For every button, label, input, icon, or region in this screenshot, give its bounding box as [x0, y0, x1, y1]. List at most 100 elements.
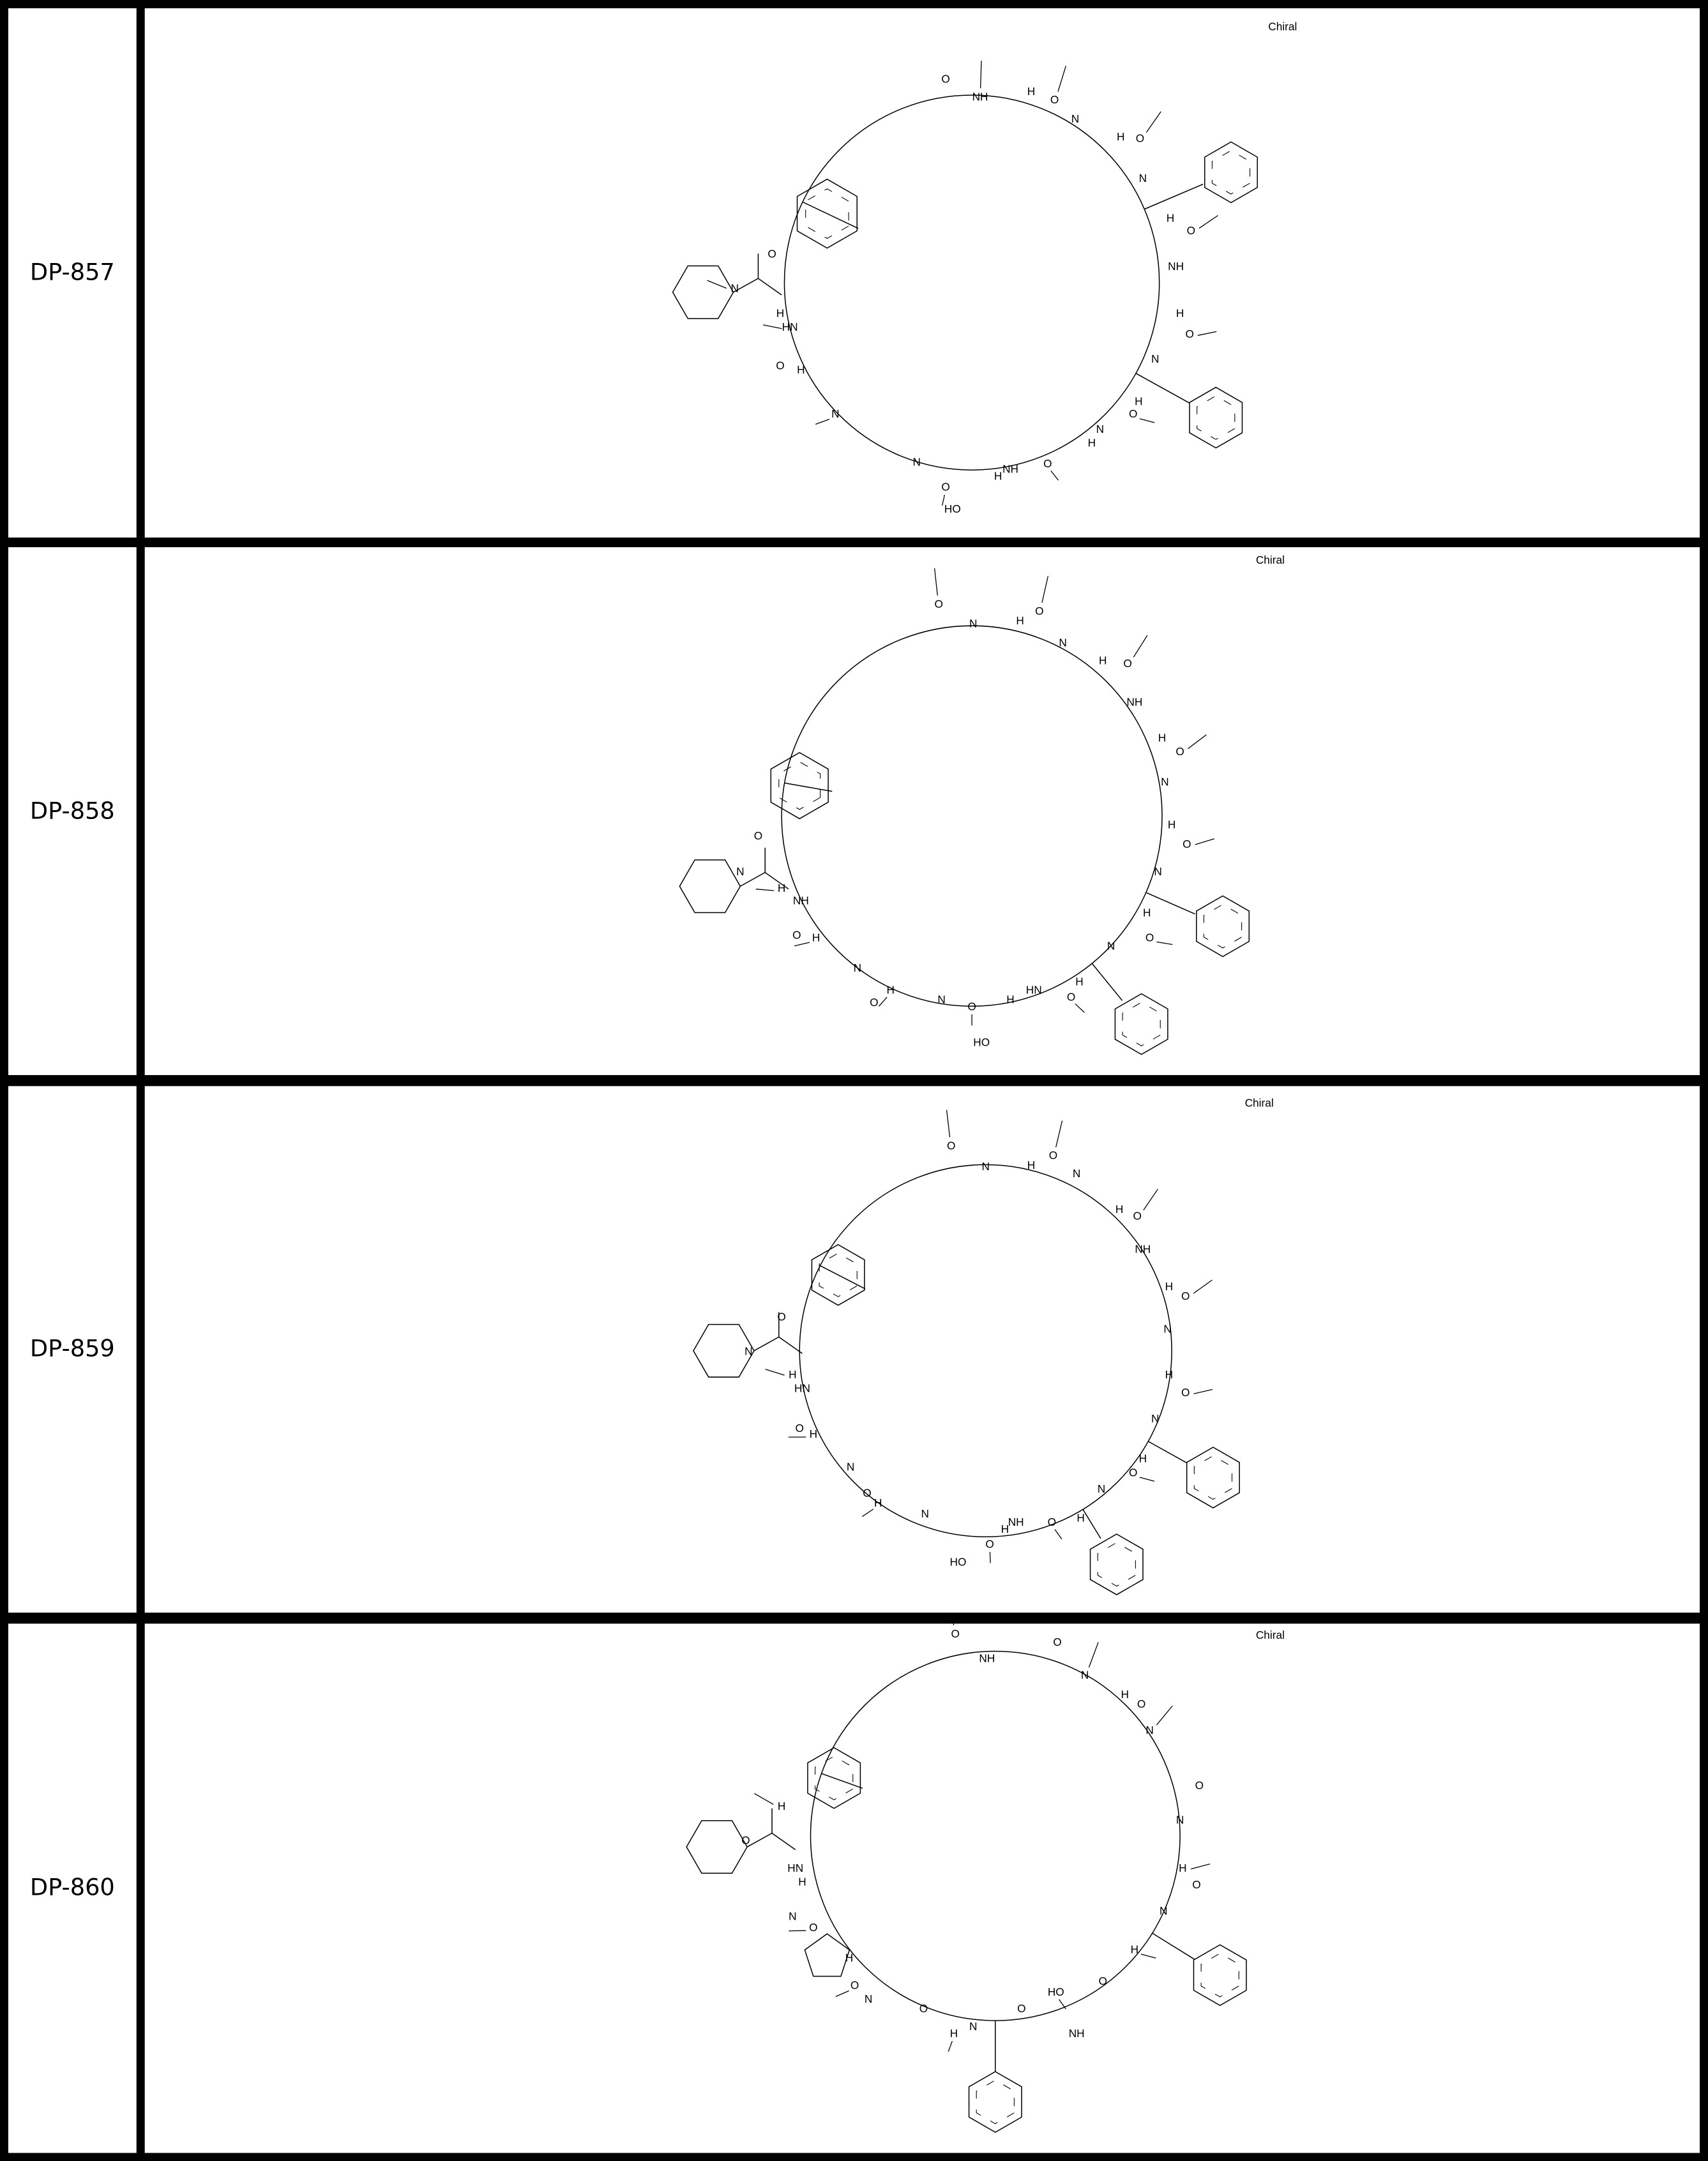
atom-label: N: [789, 1909, 796, 1922]
atom-label: O: [1053, 1636, 1061, 1648]
atom-label: H: [1179, 1862, 1186, 1874]
atom-label: O: [1137, 1698, 1145, 1710]
atom-label: H: [1006, 993, 1014, 1006]
atom-label: O: [1136, 132, 1144, 144]
atom-label: N: [1151, 1412, 1159, 1425]
atom-label: O: [741, 1834, 750, 1847]
bond: [822, 1773, 863, 1788]
structure-cell: NHOHONHONHONHHONHONHONHHONHONOHHNHONChir…: [145, 8, 1700, 538]
compound-id-cell: DP-858: [8, 547, 137, 1075]
atom-label: O: [1192, 1878, 1200, 1891]
atom-label: N: [854, 961, 861, 974]
aromatic-bonds: [1194, 1456, 1232, 1499]
aromatic-bonds: [1201, 1954, 1239, 1997]
side-chain-bond: [1193, 1280, 1212, 1293]
side-chain-bond: [1144, 1189, 1158, 1210]
atom-label: H: [810, 1427, 817, 1440]
molecule-structure-dp-857: NHOHONHONHONHHONHONHONHHONHONOHHNHONChir…: [145, 8, 1700, 538]
side-chain-bond: [1191, 1864, 1210, 1869]
atom-label: O: [1181, 1290, 1190, 1302]
side-chain-bond: [763, 325, 782, 329]
atom-label: H: [1176, 307, 1184, 320]
aromatic-bonds: [1204, 905, 1241, 948]
atom-label: HN: [782, 320, 798, 333]
atom-label: N: [1154, 865, 1161, 878]
amide-bond: [747, 1833, 796, 1849]
bond: [1148, 1442, 1186, 1463]
atom-label: HO: [950, 1556, 967, 1569]
atom-label: O: [1183, 838, 1191, 850]
atom-label: H: [1165, 1280, 1173, 1293]
atom-label: N: [1096, 423, 1104, 435]
atom-label: HO: [944, 502, 961, 515]
bond: [1144, 184, 1203, 209]
structure-cell: ONHONHONONHONHONHHOONHONOHNOHHNHOChiral: [145, 1623, 1700, 2153]
atom-label: HN: [1026, 984, 1042, 997]
atom-label: O: [1129, 407, 1137, 420]
atom-label: NH: [972, 91, 988, 103]
side-chain-bond: [794, 942, 810, 946]
atom-label: O: [941, 73, 949, 86]
atom-label: O: [863, 1487, 871, 1500]
atom-label: H: [1165, 1368, 1173, 1381]
atom-label: H: [778, 1800, 785, 1812]
compound-id: DP-860: [30, 1874, 115, 1902]
atom-label: O: [1181, 1386, 1190, 1399]
atom-label: N: [1071, 112, 1079, 125]
macrocycle-backbone: [782, 626, 1162, 1006]
side-chain-bond: [1188, 735, 1206, 749]
atom-label: O: [754, 829, 762, 842]
atom-label: O: [951, 1627, 959, 1640]
benzene-ring: [1187, 1447, 1239, 1508]
atom-label: HO: [1048, 1985, 1064, 1998]
compound-id: DP-857: [30, 259, 115, 287]
atom-label: H: [1077, 1512, 1084, 1525]
atom-label: N: [1151, 352, 1159, 365]
atom-label: O: [1175, 745, 1184, 758]
compound-table: DP-857 NHOHONHONHONHHONHONHONHHONHONOHHN…: [0, 0, 1708, 2161]
atom-label: H: [797, 363, 805, 376]
atom-label: HN: [794, 1382, 810, 1395]
side-chain-bond: [1058, 66, 1066, 92]
macrocycle-backbone: [799, 1164, 1172, 1537]
atom-label: N: [913, 456, 921, 469]
side-chain-bond: [707, 280, 727, 288]
side-chain-bond: [754, 1793, 773, 1804]
side-chain-bond: [862, 1509, 873, 1517]
compound-id: DP-858: [30, 797, 115, 825]
side-chain-bond: [1156, 942, 1172, 944]
atom-label: H: [798, 1876, 806, 1888]
atom-label: NH: [979, 1652, 995, 1665]
atom-label: H: [1027, 85, 1035, 98]
atom-label: NH: [1008, 1516, 1024, 1528]
side-chain-bond: [947, 1110, 950, 1138]
atom-label: O: [1049, 1149, 1057, 1162]
benzene-ring: [1205, 142, 1257, 202]
atom-label: H: [778, 882, 785, 894]
atom-label: O: [1043, 457, 1052, 470]
side-chain-bond: [879, 997, 887, 1006]
atom-label: H: [1143, 907, 1151, 919]
atom-label: O: [1145, 931, 1154, 944]
bond: [1153, 1933, 1195, 1959]
atom-label: H: [1027, 1159, 1035, 1171]
atom-label: H: [1115, 1203, 1123, 1216]
side-chain-bond: [1140, 419, 1154, 423]
atom-label: H: [886, 984, 894, 997]
atom-label: H: [776, 307, 784, 320]
aromatic-bonds: [1212, 151, 1250, 194]
chiral-label: Chiral: [1268, 20, 1297, 33]
atom-label: O: [947, 1140, 955, 1152]
atom-label: N: [744, 1344, 752, 1357]
atom-label: O: [870, 996, 878, 1009]
atom-label: H: [1158, 732, 1166, 744]
side-chain-bond: [815, 419, 829, 425]
side-chain-bond: [1051, 471, 1059, 480]
side-chain-bond: [1075, 1004, 1085, 1013]
atom-label: O: [1017, 2002, 1025, 2015]
side-chain-bond: [766, 1369, 785, 1375]
atom-label: N: [1139, 172, 1147, 184]
bond: [1136, 373, 1190, 403]
atom-label: N: [1145, 1724, 1153, 1736]
atom-label: HO: [973, 1036, 990, 1049]
